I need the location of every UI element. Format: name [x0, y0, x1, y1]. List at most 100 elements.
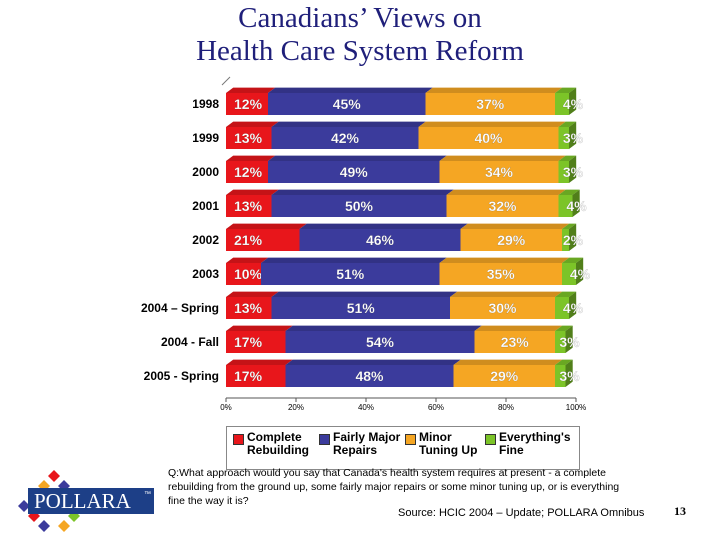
- data-label: 13%: [234, 198, 263, 214]
- data-label: 46%: [366, 232, 395, 248]
- bar-segment: [558, 127, 569, 149]
- x-tick-label: 0%: [220, 403, 232, 412]
- category-label: 2004 - Fall: [161, 335, 219, 349]
- bar-top-face: [450, 291, 563, 297]
- data-label: 4%: [563, 96, 584, 112]
- bar-top-face: [268, 155, 447, 161]
- bar-segment: [450, 297, 555, 319]
- bar-segment: [285, 331, 475, 353]
- bar-segment: [271, 195, 447, 217]
- data-label: 13%: [234, 130, 263, 146]
- bar-top-face: [460, 223, 570, 229]
- bar-top-face: [562, 257, 584, 263]
- bar-side-face: [569, 291, 577, 319]
- data-label: 30%: [488, 300, 517, 316]
- data-label: 13%: [234, 300, 263, 316]
- data-label: 3%: [563, 130, 584, 146]
- bar-segment: [558, 161, 569, 183]
- bar-top-face: [226, 121, 279, 127]
- chart-legend: Complete Rebuilding Fairly Major Repairs…: [226, 426, 580, 470]
- bar-top-face: [261, 257, 447, 263]
- bar-segment: [439, 263, 562, 285]
- bar-segment: [271, 127, 419, 149]
- bar-segment: [226, 263, 261, 285]
- data-label: 40%: [474, 130, 503, 146]
- bar-side-face: [569, 155, 577, 183]
- source-note: Source: HCIC 2004 – Update; POLLARA Omni…: [398, 507, 645, 519]
- data-label: 23%: [501, 334, 530, 350]
- data-label: 17%: [234, 368, 263, 384]
- data-label: 10%: [234, 266, 263, 282]
- category-label: 2002: [192, 233, 219, 247]
- bar-segment: [555, 297, 569, 319]
- data-label: 2%: [563, 232, 584, 248]
- data-label: 37%: [476, 96, 505, 112]
- bar-segment: [460, 229, 562, 251]
- bar-top-face: [474, 325, 563, 331]
- bar-top-face: [446, 189, 566, 195]
- chart-title: Canadians’ Views on Health Care System R…: [0, 2, 720, 68]
- bar-segment: [299, 229, 461, 251]
- category-label: 2005 - Spring: [144, 369, 219, 383]
- data-label: 4%: [563, 300, 584, 316]
- stacked-bar-chart: 1998 12% 45% 37% 4% 1999 13% 42% 40% 3% 2000 12% 49%…: [141, 76, 591, 412]
- bar-segment: [268, 161, 440, 183]
- data-label: 48%: [355, 368, 384, 384]
- legend-item-fairly-major-repairs: Fairly Major Repairs: [319, 431, 400, 457]
- bar-top-face: [558, 121, 577, 127]
- data-label: 54%: [366, 334, 395, 350]
- bar-segment: [268, 93, 426, 115]
- bar-top-face: [226, 359, 293, 365]
- data-label: 3%: [563, 164, 584, 180]
- bar-top-face: [558, 189, 580, 195]
- legend-item-complete-rebuilding: Complete Rebuilding: [233, 431, 309, 457]
- x-tick-label: 60%: [428, 403, 444, 412]
- bar-segment: [285, 365, 454, 387]
- bar-top-face: [453, 359, 563, 365]
- bar-segment: [226, 127, 272, 149]
- bar-segment: [446, 195, 559, 217]
- bar-segment: [226, 195, 272, 217]
- x-tick-label: 80%: [498, 403, 514, 412]
- x-tick-label: 20%: [288, 403, 304, 412]
- bar-top-face: [285, 325, 482, 331]
- title-line-2: Health Care System Reform: [196, 35, 524, 67]
- bar-top-face: [555, 87, 577, 93]
- bar-top-face: [555, 325, 573, 331]
- category-label: 2004 – Spring: [141, 301, 219, 315]
- bar-segment: [555, 365, 566, 387]
- data-label: 3%: [559, 368, 580, 384]
- category-label: 2001: [192, 199, 219, 213]
- bar-side-face: [569, 87, 577, 115]
- legend-item-everythings-fine: Everything's Fine: [485, 431, 571, 457]
- bar-top-face: [271, 291, 458, 297]
- logo-trademark: ™: [144, 491, 151, 498]
- bar-segment: [439, 161, 559, 183]
- bar-top-face: [299, 223, 468, 229]
- data-label: 12%: [234, 96, 263, 112]
- bar-segment: [555, 331, 566, 353]
- data-label: 50%: [345, 198, 374, 214]
- bar-segment: [226, 297, 272, 319]
- data-label: 51%: [336, 266, 365, 282]
- data-label: 45%: [333, 96, 362, 112]
- data-label: 42%: [331, 130, 360, 146]
- legend-swatch-fairly-major-repairs: [319, 434, 330, 445]
- data-label: 4%: [566, 198, 587, 214]
- legend-label-complete-2: Rebuilding: [247, 443, 309, 457]
- category-label: 1999: [192, 131, 219, 145]
- survey-question: Q:What approach would you say that Canad…: [168, 467, 620, 507]
- legend-label-major-2: Repairs: [333, 443, 378, 457]
- logo-band: [28, 488, 154, 514]
- bar-side-face: [572, 189, 580, 217]
- bar-segment: [453, 365, 555, 387]
- bar-segment: [418, 127, 559, 149]
- bar-segment: [558, 195, 573, 217]
- bar-side-face: [569, 121, 577, 149]
- bar-segment: [226, 331, 286, 353]
- bar-top-face: [271, 121, 426, 127]
- legend-label-fine-2: Fine: [499, 443, 524, 457]
- legend-swatch-minor-tuning-up: [405, 434, 416, 445]
- title-line-1: Canadians’ Views on: [238, 2, 482, 34]
- bar-segment: [562, 229, 569, 251]
